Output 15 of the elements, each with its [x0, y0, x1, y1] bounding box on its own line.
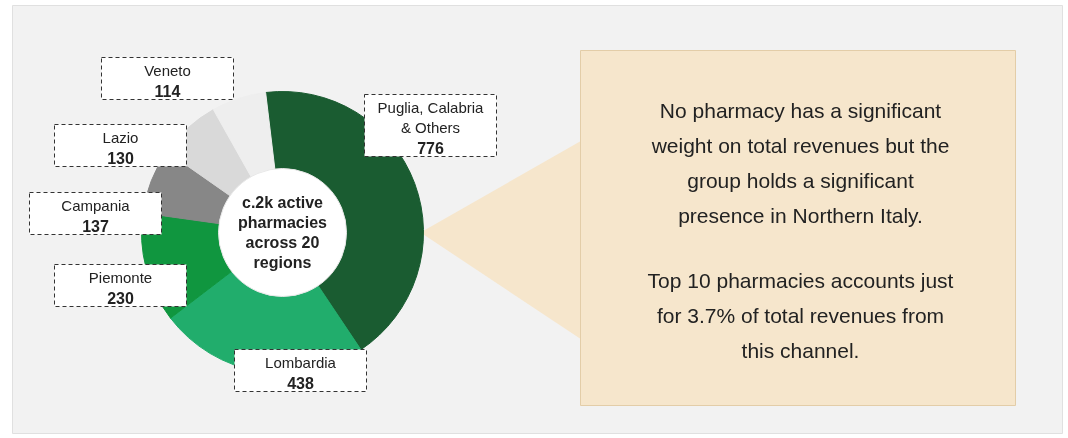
- slice-label: Piemonte: [88, 269, 153, 286]
- slice-label: Campania: [61, 197, 131, 214]
- data-label: 438: [287, 374, 314, 392]
- slice-label: Lazio: [102, 129, 139, 146]
- text: Top 10 pharmacies accounts just for 3.7% of total revenues from this channel.: [647, 269, 954, 362]
- data-label: 230: [107, 289, 134, 307]
- data-label: 114: [154, 82, 181, 100]
- text: c.2k active pharmacies across 20 regions: [238, 194, 328, 271]
- slice-label: Lombardia: [265, 354, 337, 371]
- text: No pharmacy has a significant weight on total revenues but the group holds a significant presence in Northern Italy.: [650, 99, 950, 227]
- data-label: 776: [417, 139, 444, 157]
- slice-label: Puglia, Calabria & Others: [377, 99, 485, 136]
- data-label: 130: [107, 149, 134, 167]
- slice-label: Veneto: [144, 62, 191, 79]
- data-label: 137: [82, 217, 109, 235]
